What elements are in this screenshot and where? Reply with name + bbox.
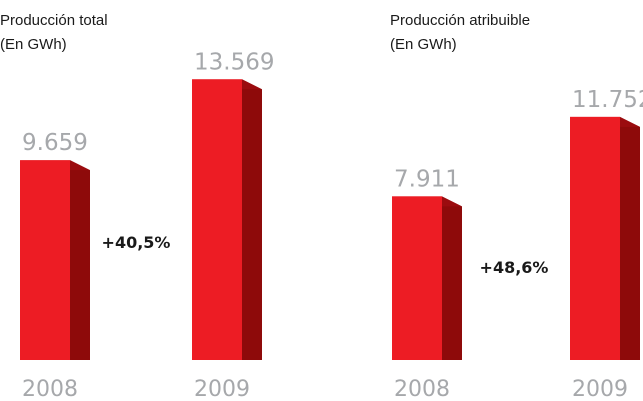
bar-side	[242, 79, 262, 360]
chart-unit: (En GWh)	[0, 36, 67, 53]
value-label: 11.752	[572, 87, 643, 113]
bar-chart-svg: 7.911 2008 11.752 2009 +48,6%	[392, 87, 643, 401]
chart-title: Producción atribuible	[390, 12, 531, 29]
bar	[20, 160, 70, 360]
chart-title: Producción total	[0, 12, 108, 29]
bar-side	[620, 116, 640, 361]
bar-chart-svg: 9.659 2008 13.569 2009 +40,5%	[20, 49, 274, 401]
bar	[392, 196, 442, 360]
bar-side	[70, 160, 90, 360]
chart-produccion-atribuible: Producción atribuible (En GWh) 7.911 2008…	[320, 0, 643, 401]
bar	[570, 116, 620, 361]
value-label: 7.911	[394, 166, 460, 192]
category-label: 2009	[194, 377, 250, 401]
chart-unit: (En GWh)	[390, 36, 457, 53]
category-label: 2009	[572, 377, 628, 401]
bar	[192, 79, 242, 360]
category-label: 2008	[394, 377, 450, 401]
value-label: 9.659	[22, 130, 88, 156]
change-label: +48,6%	[480, 258, 549, 277]
change-label: +40,5%	[102, 233, 171, 252]
category-label: 2008	[22, 377, 78, 401]
chart-produccion-total: Producción total (En GWh) 9.659 2008 13.56…	[0, 0, 320, 401]
bar-side	[442, 196, 462, 360]
value-label: 13.569	[194, 49, 274, 75]
